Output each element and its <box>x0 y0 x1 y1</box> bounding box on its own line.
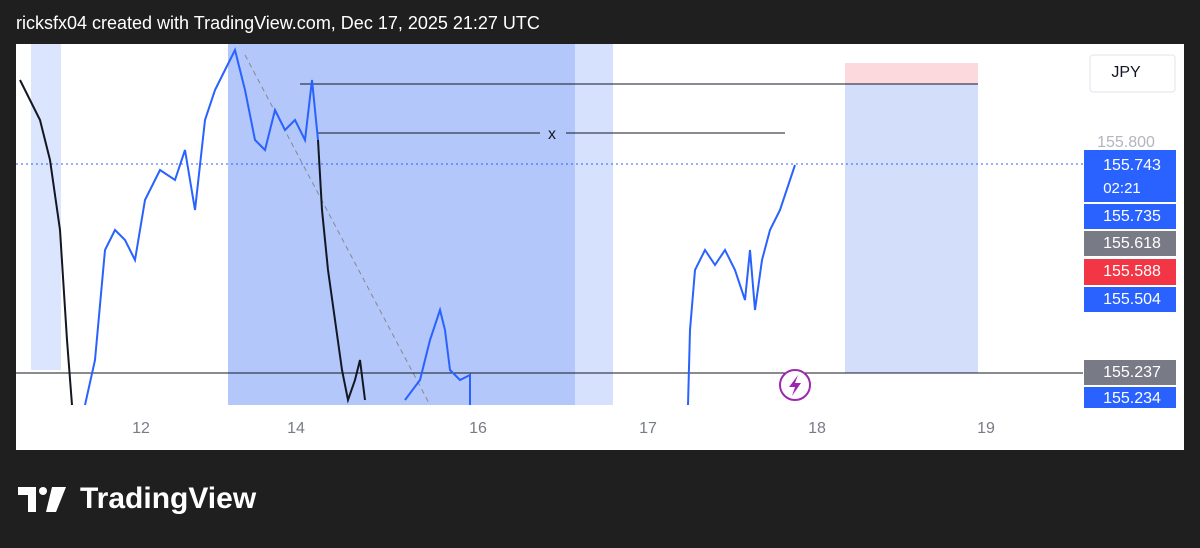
event-bolt <box>789 375 801 396</box>
time-label: 18 <box>808 420 826 437</box>
time-label: 14 <box>287 420 305 437</box>
time-label: 16 <box>469 420 487 437</box>
time-label: 12 <box>132 420 150 437</box>
price-badge <box>1084 231 1176 256</box>
zones <box>31 44 978 405</box>
marker: x <box>548 126 556 143</box>
countdown: 02:21 <box>1103 180 1141 197</box>
time-label: 19 <box>977 420 995 437</box>
price-path <box>687 164 796 406</box>
attribution: ricksfx04 created with TradingView.com, … <box>16 13 540 33</box>
stop-zone <box>845 63 978 84</box>
target-zone <box>845 84 978 373</box>
price-badge <box>1084 387 1176 408</box>
price-label: 155.735 <box>1103 208 1161 225</box>
price-badge <box>1084 287 1176 312</box>
price-path <box>317 139 366 404</box>
time-axis <box>16 408 1184 450</box>
zone <box>228 44 575 405</box>
price-label: 155.743 <box>1103 157 1161 174</box>
price-label: 155.800 <box>1097 134 1155 151</box>
price-label: 155.588 <box>1103 263 1161 280</box>
price-label: 155.237 <box>1103 364 1161 381</box>
price-badge <box>1084 360 1176 385</box>
price-label: 155.618 <box>1103 235 1161 252</box>
price-label: 155.504 <box>1103 291 1161 308</box>
time-label: 17 <box>639 420 657 437</box>
price-badge <box>1084 259 1176 285</box>
price-badge <box>1084 204 1176 229</box>
currency-box[interactable] <box>1089 54 1176 93</box>
price-label: 155.234 <box>1103 390 1161 407</box>
currency: JPY <box>1111 64 1141 81</box>
price-badge <box>1084 150 1176 202</box>
logo <box>18 487 66 512</box>
price-path <box>19 79 73 406</box>
zone <box>575 44 613 405</box>
price-path <box>404 306 471 405</box>
brand: TradingView <box>80 482 257 515</box>
price-path <box>84 47 319 406</box>
